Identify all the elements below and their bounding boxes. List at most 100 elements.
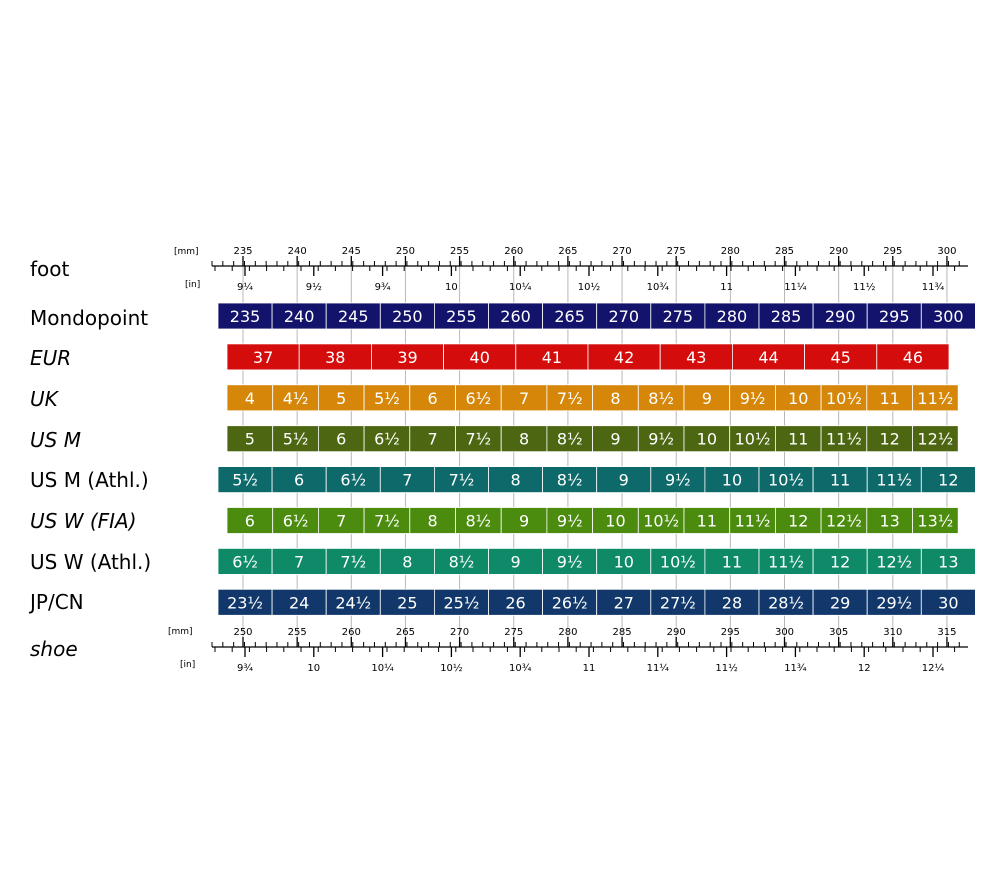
size-cell-label: 10½ bbox=[768, 471, 804, 490]
shoe-mm-label: 255 bbox=[288, 627, 307, 638]
size-cell-label: 24 bbox=[289, 593, 309, 612]
size-cell-label: 26½ bbox=[552, 593, 588, 612]
size-cell-label: 7½ bbox=[557, 389, 583, 408]
size-cell-label: 12 bbox=[938, 471, 958, 490]
shoe-in-label: 11 bbox=[583, 663, 596, 674]
size-cell-label: 5 bbox=[245, 430, 255, 449]
size-cell-label: 10 bbox=[697, 430, 717, 449]
size-cell-label: 6 bbox=[336, 430, 346, 449]
shoe-mm-label: 300 bbox=[775, 627, 794, 638]
size-row: US W (FIA) 6 6½ 7 7½ 8 8½ 9 9½ 10 10½ 11 11½ 12 12½ 13 1… bbox=[30, 507, 959, 534]
shoe-mm-label: 315 bbox=[937, 627, 956, 638]
size-cell-label: 5½ bbox=[374, 389, 400, 408]
shoe-in-label: 10¼ bbox=[371, 662, 394, 674]
size-cell bbox=[659, 343, 733, 371]
size-cell-label: 9 bbox=[702, 389, 712, 408]
size-cell bbox=[637, 425, 685, 453]
size-cell bbox=[820, 384, 868, 412]
size-cell-label: 11½ bbox=[876, 471, 912, 490]
size-row: JP/CN 23½ 24 24½ 25 25½ 26 26½ 27 27½ 28 28½ 29 29½ 30 bbox=[28, 588, 976, 616]
size-cell bbox=[866, 548, 922, 575]
size-cell-label: 295 bbox=[879, 307, 910, 326]
size-cell-label: 11 bbox=[722, 552, 742, 571]
size-cell-label: 8 bbox=[610, 389, 620, 408]
size-cell bbox=[409, 425, 456, 453]
size-cell-label: 250 bbox=[392, 307, 423, 326]
size-cell-label: 6½ bbox=[283, 512, 309, 531]
size-cell-label: 4 bbox=[245, 389, 255, 408]
size-cell-label: 37 bbox=[253, 348, 273, 367]
size-row: EUR 37 38 39 40 41 42 43 44 45 46 bbox=[30, 343, 950, 371]
row-label: US W (Athl.) bbox=[30, 550, 151, 574]
size-cell-label: 5½ bbox=[232, 471, 258, 490]
size-cell bbox=[920, 588, 976, 616]
size-cell-label: 46 bbox=[903, 348, 923, 367]
size-cell-label: 8 bbox=[402, 552, 412, 571]
shoe-in-label: 10¾ bbox=[509, 663, 532, 674]
size-cell bbox=[650, 548, 706, 575]
foot-mm-label: 260 bbox=[504, 246, 523, 257]
size-cell-label: 30 bbox=[938, 593, 958, 612]
size-cell-label: 8 bbox=[510, 471, 520, 490]
size-cell bbox=[409, 384, 456, 412]
size-cell bbox=[325, 588, 381, 616]
shoe-mm-label: 270 bbox=[450, 627, 469, 638]
size-cell bbox=[920, 302, 976, 330]
foot-mm-label: 240 bbox=[288, 246, 307, 257]
size-cell bbox=[775, 384, 822, 412]
foot-mm-unit: [mm] bbox=[174, 247, 199, 257]
size-cell-label: 9 bbox=[510, 552, 520, 571]
size-cell bbox=[920, 466, 976, 494]
shoe-mm-label: 260 bbox=[342, 627, 361, 638]
foot-in-label: 10¾ bbox=[647, 282, 670, 293]
foot-mm-label: 285 bbox=[775, 246, 794, 257]
size-cell bbox=[433, 302, 489, 330]
size-cell-label: 6 bbox=[245, 512, 255, 531]
size-cell bbox=[683, 507, 731, 534]
foot-in-unit: [in] bbox=[185, 280, 200, 290]
size-cell-label: 9½ bbox=[648, 430, 674, 449]
size-cell-label: 9 bbox=[519, 512, 529, 531]
shoe-in-label: 11¾ bbox=[784, 663, 807, 674]
size-cell-label: 13 bbox=[879, 512, 899, 531]
foot-in-label: 9¼ bbox=[237, 281, 253, 293]
size-cell bbox=[379, 302, 435, 330]
foot-mm-label: 295 bbox=[883, 246, 902, 257]
size-cell-label: 285 bbox=[771, 307, 802, 326]
size-cell bbox=[379, 588, 435, 616]
size-cell bbox=[455, 384, 502, 412]
size-cell-label: 10½ bbox=[660, 552, 696, 571]
size-cell-label: 300 bbox=[933, 307, 964, 326]
size-cell-label: 43 bbox=[686, 348, 706, 367]
size-cell bbox=[272, 425, 319, 453]
foot-mm-label: 250 bbox=[396, 246, 415, 257]
foot-mm-label: 280 bbox=[721, 246, 740, 257]
foot-in-label: 10¼ bbox=[509, 281, 532, 293]
size-cell bbox=[637, 384, 685, 412]
size-cell-label: 270 bbox=[608, 307, 639, 326]
size-cell bbox=[433, 588, 489, 616]
size-cell bbox=[732, 343, 806, 371]
shoe-mm-label: 275 bbox=[504, 627, 523, 638]
size-cell-label: 10½ bbox=[643, 512, 679, 531]
foot-mm-label: 235 bbox=[233, 246, 252, 257]
foot-mm-label: 275 bbox=[667, 246, 686, 257]
foot-mm-label: 245 bbox=[342, 246, 361, 257]
size-cell-label: 8½ bbox=[557, 430, 583, 449]
size-cell-label: 12½ bbox=[917, 430, 953, 449]
size-row: US W (Athl.) 6½ 7 7½ 8 8½ 9 9½ 10 10½ 11 11½ 12 12½ 13 bbox=[30, 548, 976, 575]
shoe-in-label: 11½ bbox=[715, 662, 738, 674]
size-cell-label: 25 bbox=[397, 593, 417, 612]
foot-mm-label: 255 bbox=[450, 246, 469, 257]
size-cell-label: 10 bbox=[605, 512, 625, 531]
size-cell-label: 29½ bbox=[876, 593, 912, 612]
size-cell-label: 4½ bbox=[283, 389, 309, 408]
size-cell-label: 11½ bbox=[768, 552, 804, 571]
foot-in-label: 11½ bbox=[853, 281, 876, 293]
size-cell bbox=[542, 588, 598, 616]
size-cell-label: 42 bbox=[614, 348, 634, 367]
size-cell bbox=[812, 548, 868, 575]
size-cell bbox=[325, 302, 381, 330]
size-cell bbox=[542, 548, 598, 575]
